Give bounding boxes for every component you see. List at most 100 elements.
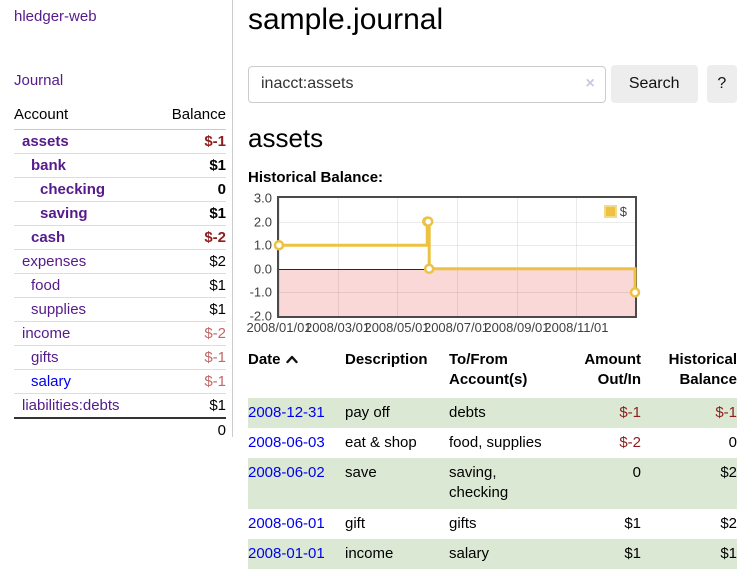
transaction-accounts: saving, checking <box>449 464 509 502</box>
chart-point-marker <box>629 287 641 298</box>
account-row: gifts $-1 <box>14 345 226 370</box>
account-link[interactable]: saving <box>40 205 88 222</box>
account-link[interactable]: salary <box>31 373 72 390</box>
transaction-balance: $2 <box>720 464 737 481</box>
y-tick-label: -1.0 <box>249 284 272 300</box>
register-row: 2008-06-03 eat & shop food, supplies $-2 0 <box>248 428 737 458</box>
horizontal-gridline <box>279 292 635 294</box>
account-cell: bank <box>14 153 155 178</box>
transaction-accounts: debts <box>449 403 486 421</box>
vertical-gridline <box>397 198 399 316</box>
x-tick-label: 2008/05/01 <box>364 320 430 335</box>
search-input[interactable] <box>248 65 606 103</box>
transaction-accounts: gifts <box>449 514 477 532</box>
search-button[interactable]: Search <box>610 65 698 103</box>
transaction-date-cell: 2008-12-31 <box>248 398 345 428</box>
transaction-amount: $-2 <box>619 433 641 451</box>
accounts-table-body: assets $-1 bank $1 checking 0 saving $1 cash $-2 e… <box>14 129 226 419</box>
account-cell: income <box>14 321 155 346</box>
account-balance: $-1 <box>154 129 226 154</box>
clear-search-icon[interactable]: × <box>585 75 595 92</box>
sidebar: hledger-web Journal Account Balance asse… <box>0 0 232 442</box>
register-row: 2008-12-31 pay off debts $-1 $-1 <box>248 397 737 428</box>
app-brand-link[interactable]: hledger-web <box>14 8 97 25</box>
account-link[interactable]: food <box>31 277 61 294</box>
transaction-date-link[interactable]: 2008-06-01 <box>248 514 325 532</box>
main-content: sample.journal × Search ? assets Histori… <box>246 0 737 569</box>
account-cell: supplies <box>14 297 155 322</box>
account-link[interactable]: expenses <box>22 253 87 270</box>
chart-plot-area: $ <box>273 196 641 318</box>
register-header-amount: Amount Out/In <box>584 351 641 389</box>
legend-swatch <box>603 205 617 218</box>
account-row: food $1 <box>14 273 226 298</box>
transaction-date-link[interactable]: 2008-12-31 <box>248 403 325 421</box>
chart-series-line <box>279 220 637 293</box>
account-cell: food <box>14 273 155 298</box>
transaction-description: gift <box>345 514 366 532</box>
horizontal-gridline <box>279 221 635 223</box>
y-tick-label: 0.0 <box>253 261 272 277</box>
chart-heading: Historical Balance: <box>248 169 384 186</box>
transaction-date-link[interactable]: 2008-06-03 <box>248 433 325 451</box>
account-balance: $1 <box>154 153 226 178</box>
x-tick-label: 2008/11/01 <box>544 320 609 335</box>
account-row: bank $1 <box>14 153 226 178</box>
sidebar-item-journal[interactable]: Journal <box>14 72 64 89</box>
register-header-row: Date Description To/From Account(s) Amou… <box>248 350 737 398</box>
search-bar: × Search ? <box>248 65 737 103</box>
help-button[interactable]: ? <box>706 65 737 103</box>
chart-series-layer <box>273 216 641 298</box>
chart-point-marker <box>423 263 435 275</box>
account-link[interactable]: assets <box>22 133 69 150</box>
account-row: salary $-1 <box>14 369 226 394</box>
vertical-gridline <box>456 198 458 316</box>
account-balance: $-2 <box>154 225 226 250</box>
account-balance: $1 <box>154 297 226 322</box>
transaction-date-cell: 2008-01-01 <box>248 539 345 569</box>
account-balance: $-2 <box>154 321 226 346</box>
y-tick-label: -2.0 <box>249 308 272 324</box>
accounts-total-value: 0 <box>154 417 226 442</box>
accounts-table-header-row: Account Balance <box>14 102 226 130</box>
register-row: 2008-01-01 income salary $1 $1 <box>248 538 737 569</box>
account-link[interactable]: supplies <box>31 301 87 318</box>
transaction-description: save <box>345 464 377 481</box>
transaction-date-cell: 2008-06-02 <box>248 458 345 509</box>
account-cell: gifts <box>14 345 155 370</box>
account-balance: $1 <box>154 201 226 226</box>
account-row: assets $-1 <box>14 129 226 154</box>
transaction-amount: $-1 <box>619 403 641 421</box>
negative-value-region <box>279 268 635 316</box>
transaction-description: pay off <box>345 403 390 421</box>
vertical-gridline <box>279 198 280 316</box>
x-tick-label: 2008/03/01 <box>304 320 371 335</box>
account-link[interactable]: gifts <box>31 349 59 366</box>
account-balance: $2 <box>154 249 226 274</box>
vertical-gridline <box>516 198 518 316</box>
account-link[interactable]: liabilities:debts <box>22 397 120 414</box>
account-row: expenses $2 <box>14 249 226 274</box>
accounts-total-row: 0 <box>14 417 226 442</box>
transaction-date-link[interactable]: 2008-06-02 <box>248 464 325 481</box>
account-row: saving $1 <box>14 201 226 226</box>
account-link[interactable]: income <box>22 325 71 342</box>
transaction-description: income <box>345 544 394 562</box>
account-cell: saving <box>14 201 155 226</box>
transaction-accounts: food, supplies <box>449 433 542 451</box>
chart-point-marker <box>273 239 285 251</box>
transaction-amount: 0 <box>632 464 641 481</box>
account-row: supplies $1 <box>14 297 226 322</box>
page-title: sample.journal <box>248 3 444 36</box>
account-link[interactable]: checking <box>40 181 106 198</box>
y-tick-label: 3.0 <box>253 190 272 206</box>
register-header-description: Description <box>345 351 428 368</box>
register-header-date-label: Date <box>248 351 281 368</box>
account-link[interactable]: cash <box>31 229 66 246</box>
transaction-date-link[interactable]: 2008-01-01 <box>248 544 325 562</box>
account-balance: $-1 <box>154 369 226 394</box>
x-tick-label: 2008/01/01 <box>246 320 312 335</box>
account-balance: $-1 <box>154 345 226 370</box>
account-link[interactable]: bank <box>31 157 67 174</box>
